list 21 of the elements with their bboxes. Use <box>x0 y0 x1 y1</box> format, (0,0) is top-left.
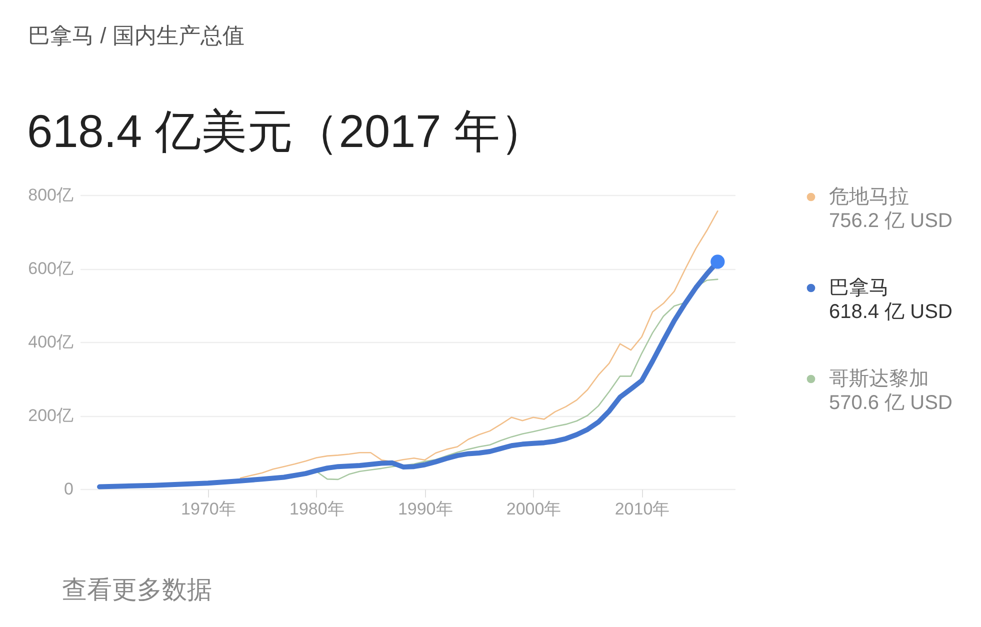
y-tick-label: 800亿 <box>28 186 74 204</box>
y-tick-label: 600亿 <box>28 259 74 278</box>
chart-subtitle: 巴拿马 / 国内生产总值 <box>28 23 244 48</box>
line-series <box>240 210 718 479</box>
legend-label: 巴拿马 <box>829 277 889 299</box>
chart-title: 618.4 亿美元（2017 年） <box>27 105 546 157</box>
x-tick-label: 2010年 <box>614 500 670 518</box>
line-series <box>316 278 718 480</box>
text: 618.4 亿 USD <box>829 301 952 323</box>
text: 570.6 亿 USD <box>829 392 952 414</box>
y-tick-label: 200亿 <box>28 406 74 425</box>
x-tick-label: 1990年 <box>398 500 453 518</box>
text: 查看更多数据 <box>62 576 212 604</box>
x-tick-label: 2000年 <box>506 500 562 518</box>
y-tick-label: 0 <box>64 480 74 498</box>
text: 756.2 亿 USD <box>829 210 952 232</box>
y-tick-label: 400亿 <box>28 332 74 352</box>
legend-label: 危地马拉 <box>829 186 909 208</box>
x-tick-label: 1970年 <box>181 500 236 518</box>
legend-label: 哥斯达黎加 <box>829 368 929 390</box>
x-tick-label: 1980年 <box>289 500 344 518</box>
